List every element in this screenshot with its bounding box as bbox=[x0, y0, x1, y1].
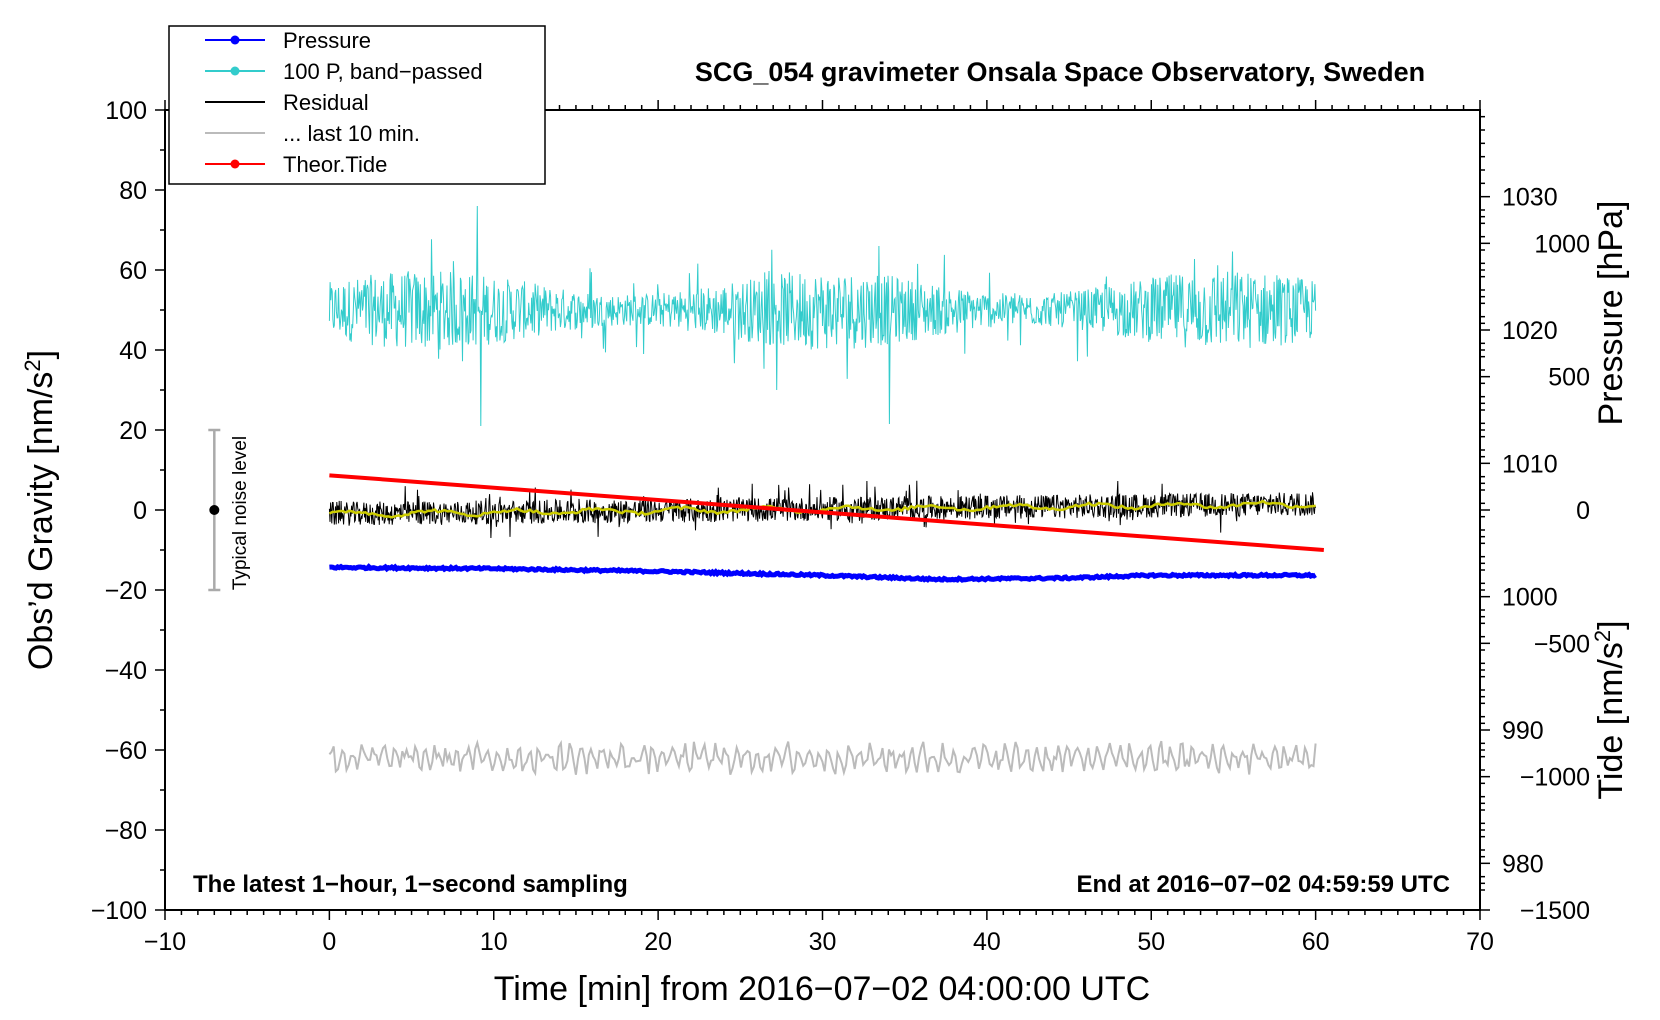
y-tick-label: 60 bbox=[119, 257, 147, 285]
pressure-tick-label: 990 bbox=[1502, 717, 1544, 745]
x-axis-ticks: −10 0 10 20 30 40 50 60 70 bbox=[144, 100, 1494, 956]
pressure-tick-label: 1010 bbox=[1502, 450, 1558, 478]
theor-tide-line bbox=[329, 473, 1324, 552]
pressure-axis-ticks: 1030 1020 1010 1000 990 980 bbox=[1480, 115, 1558, 891]
band-passed-line bbox=[328, 205, 1317, 427]
y-tick-label: −40 bbox=[105, 657, 147, 685]
y-axis-title: Obs’d Gravity [nm/s2] bbox=[20, 350, 60, 670]
legend-marker bbox=[230, 66, 240, 76]
x-tick-label: 40 bbox=[973, 928, 1001, 956]
x-tick-label: 10 bbox=[480, 928, 508, 956]
x-tick-label: 70 bbox=[1466, 928, 1494, 956]
smoothed-residual-line bbox=[328, 499, 1316, 519]
tide-axis-ticks: 1000 500 0 −500 −1000 −1500 bbox=[1480, 215, 1590, 925]
legend-label: ... last 10 min. bbox=[283, 121, 420, 146]
x-tick-label: −10 bbox=[144, 928, 186, 956]
y-tick-label: −80 bbox=[105, 817, 147, 845]
x-tick-label: 20 bbox=[644, 928, 672, 956]
tide-tick-label: −1500 bbox=[1520, 897, 1590, 925]
legend: Pressure 100 P, band−passed Residual ... la… bbox=[168, 25, 546, 185]
end-time-note: End at 2016−07−02 04:59:59 UTC bbox=[1076, 871, 1450, 898]
last-10-min-line bbox=[328, 739, 1317, 777]
residual-line bbox=[328, 480, 1317, 539]
x-tick-label: 0 bbox=[322, 928, 336, 956]
pressure-axis-title: Pressure [hPa] bbox=[1592, 201, 1630, 426]
pressure-tick-label: 1020 bbox=[1502, 317, 1558, 345]
y-tick-label: −100 bbox=[91, 897, 147, 925]
tide-tick-label: 1000 bbox=[1534, 230, 1590, 258]
y-tick-label: 20 bbox=[119, 417, 147, 445]
y-tick-label: −20 bbox=[105, 577, 147, 605]
x-tick-label: 30 bbox=[809, 928, 837, 956]
y-tick-label: −60 bbox=[105, 737, 147, 765]
legend-marker bbox=[230, 159, 240, 169]
y-tick-label: 80 bbox=[119, 177, 147, 205]
noise-center-dot bbox=[209, 505, 220, 515]
legend-label: 100 P, band−passed bbox=[283, 59, 483, 84]
noise-level-indicator bbox=[208, 428, 221, 592]
chart-title: SCG_054 gravimeter Onsala Space Observat… bbox=[695, 57, 1425, 87]
y-axis-ticks: 100 80 60 40 20 0 −20 −40 −60 −80 −100 bbox=[91, 97, 165, 925]
x-tick-label: 50 bbox=[1137, 928, 1165, 956]
legend-box bbox=[168, 25, 546, 185]
tide-tick-label: 0 bbox=[1576, 497, 1590, 525]
legend-label: Residual bbox=[283, 90, 369, 115]
x-tick-label: 60 bbox=[1302, 928, 1330, 956]
series-layer bbox=[328, 205, 1324, 777]
sampling-note: The latest 1−hour, 1−second sampling bbox=[193, 871, 628, 898]
pressure-line bbox=[329, 563, 1317, 583]
tide-tick-label: −500 bbox=[1534, 630, 1590, 658]
y-tick-label: 0 bbox=[133, 497, 147, 525]
pressure-tick-label: 1030 bbox=[1502, 184, 1558, 212]
legend-label: Theor.Tide bbox=[283, 152, 387, 177]
legend-label: Pressure bbox=[283, 28, 371, 53]
tide-tick-label: −1000 bbox=[1520, 764, 1590, 792]
tide-tick-label: 500 bbox=[1548, 364, 1590, 392]
tide-axis-title: Tide [nm/s2] bbox=[1590, 620, 1630, 799]
y-tick-label: 100 bbox=[105, 97, 147, 125]
y-tick-label: 40 bbox=[119, 337, 147, 365]
pressure-tick-label: 1000 bbox=[1502, 584, 1558, 612]
x-axis-title: Time [min] from 2016−07−02 04:00:00 UTC bbox=[494, 970, 1150, 1008]
legend-marker bbox=[230, 35, 240, 45]
pressure-tick-label: 980 bbox=[1502, 850, 1544, 878]
noise-level-label: Typical noise level bbox=[230, 436, 251, 590]
